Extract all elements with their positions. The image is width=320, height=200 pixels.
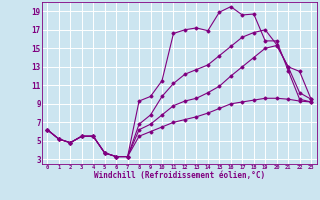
X-axis label: Windchill (Refroidissement éolien,°C): Windchill (Refroidissement éolien,°C) <box>94 171 265 180</box>
